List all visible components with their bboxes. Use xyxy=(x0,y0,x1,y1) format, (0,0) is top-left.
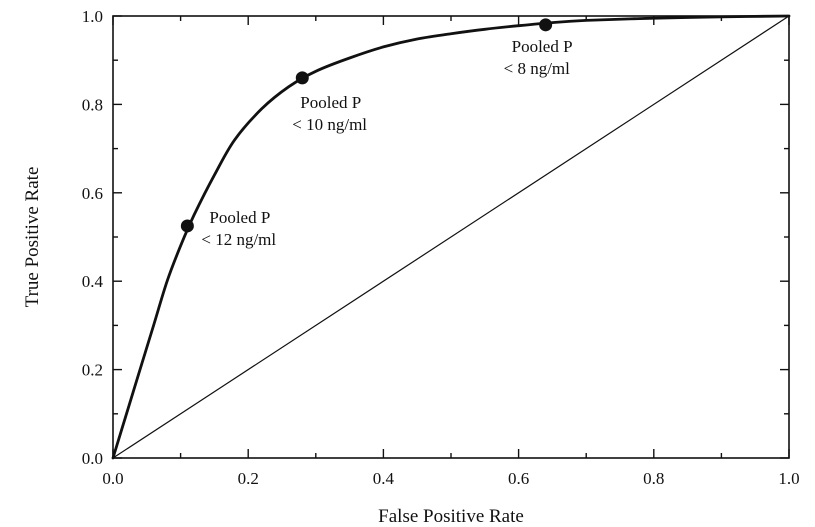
point-label-line1: Pooled P xyxy=(300,93,361,112)
point-label-line1: Pooled P xyxy=(209,208,270,227)
x-tick-label: 0.0 xyxy=(102,469,123,488)
threshold-points xyxy=(180,18,553,233)
y-tick-label: 0.0 xyxy=(82,449,103,468)
y-tick-label: 0.4 xyxy=(82,272,104,291)
point-label-line2: < 12 ng/ml xyxy=(201,230,276,249)
axis-tick-labels: 0.0 0.2 0.4 0.6 0.8 1.0 0.0 0.2 0.4 0.6 0.8 1.0 xyxy=(82,7,800,488)
y-tick-label: 1.0 xyxy=(82,7,103,26)
y-axis-title: True Positive Rate xyxy=(22,167,43,308)
x-tick-label: 0.4 xyxy=(373,469,395,488)
y-tick-label: 0.8 xyxy=(82,95,103,114)
y-tick-label: 0.6 xyxy=(82,184,103,203)
threshold-point xyxy=(295,71,309,85)
y-tick-label: 0.2 xyxy=(82,361,103,380)
point-annotations: Pooled P < 12 ng/ml Pooled P < 10 ng/ml Pool… xyxy=(201,37,572,249)
x-tick-label: 0.6 xyxy=(508,469,529,488)
x-tick-label: 1.0 xyxy=(778,469,799,488)
axis-ticks xyxy=(112,15,790,459)
chance-diagonal-line xyxy=(112,15,790,459)
x-tick-label: 0.8 xyxy=(643,469,664,488)
point-label-line1: Pooled P xyxy=(512,37,573,56)
threshold-point xyxy=(539,18,553,32)
threshold-point xyxy=(180,219,194,233)
roc-curve-line xyxy=(111,14,791,460)
point-label-line2: < 8 ng/ml xyxy=(504,59,571,78)
point-label-line2: < 10 ng/ml xyxy=(292,115,367,134)
x-tick-label: 0.2 xyxy=(238,469,259,488)
x-axis-title: False Positive Rate xyxy=(378,506,524,527)
